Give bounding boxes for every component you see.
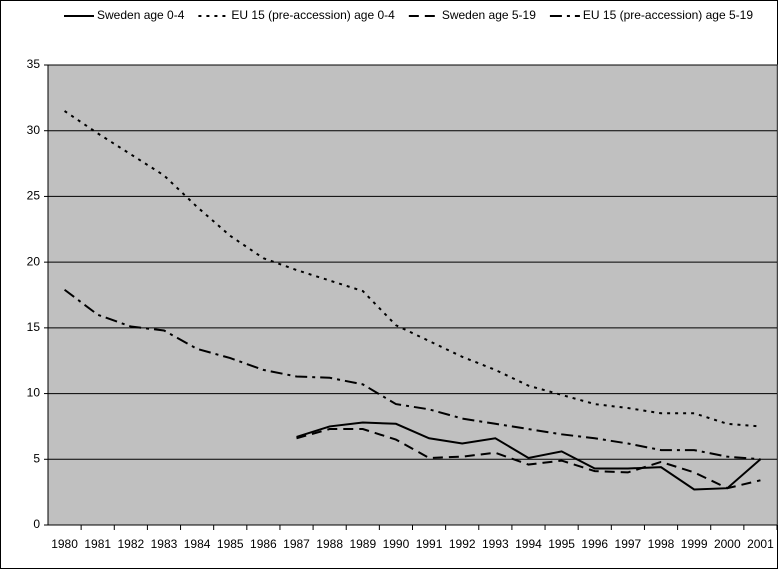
x-tick-label: 1985 <box>217 537 244 551</box>
x-tick-label: 2000 <box>714 537 741 551</box>
x-tick-label: 1997 <box>615 537 642 551</box>
x-tick-label: 2001 <box>747 537 774 551</box>
x-tick-label: 1994 <box>515 537 542 551</box>
y-tick-label: 25 <box>27 189 41 203</box>
series-line <box>63 288 761 461</box>
x-tick-label: 1992 <box>449 537 476 551</box>
x-tick-label: 1980 <box>51 537 78 551</box>
x-tick-label: 1982 <box>117 537 144 551</box>
y-tick-label: 15 <box>27 320 41 334</box>
x-tick-label: 1983 <box>151 537 178 551</box>
y-tick-label: 5 <box>33 451 40 465</box>
x-tick-label: 1999 <box>681 537 708 551</box>
x-tick-label: 1989 <box>349 537 376 551</box>
series-line <box>296 421 762 491</box>
y-tick-label: 20 <box>27 254 41 268</box>
x-tick-label: 1991 <box>416 537 443 551</box>
x-tick-label: 1984 <box>184 537 211 551</box>
y-tick-label: 10 <box>27 386 41 400</box>
y-tick-label: 30 <box>27 123 41 137</box>
plot-area <box>47 64 778 526</box>
y-tick-label: 0 <box>33 517 40 531</box>
legend-label: Sweden age 0-4 <box>97 8 185 22</box>
legend-label: Sweden age 5-19 <box>442 8 536 22</box>
legend-label: EU 15 (pre-accession) age 5-19 <box>583 8 753 22</box>
y-tick-label: 35 <box>27 57 41 71</box>
x-tick-label: 1990 <box>383 537 410 551</box>
series-line <box>64 110 761 428</box>
x-tick-label: 1981 <box>84 537 111 551</box>
x-tick-label: 1993 <box>482 537 509 551</box>
x-tick-label: 1995 <box>548 537 575 551</box>
x-tick-label: 1988 <box>316 537 343 551</box>
legend-label: EU 15 (pre-accession) age 0-4 <box>231 8 395 22</box>
x-tick-label: 1987 <box>283 537 310 551</box>
series-line <box>296 428 761 490</box>
x-tick-label: 1998 <box>648 537 675 551</box>
x-tick-label: 1996 <box>581 537 608 551</box>
x-tick-label: 1986 <box>250 537 277 551</box>
